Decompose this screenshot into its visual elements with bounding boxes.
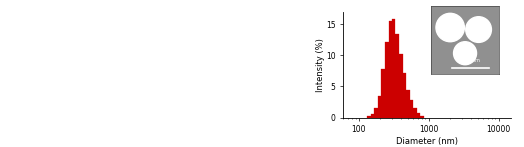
Bar (381, 69, 385, 118)
Bar (388, 21, 392, 118)
Bar (392, 19, 396, 118)
X-axis label: Diameter (nm): Diameter (nm) (396, 137, 458, 146)
Bar (402, 73, 406, 118)
Bar (399, 54, 402, 118)
Y-axis label: Intensity (%): Intensity (%) (315, 38, 324, 92)
Bar (378, 96, 381, 118)
Bar (410, 100, 413, 118)
Bar (396, 34, 399, 118)
Bar (385, 42, 388, 118)
Circle shape (436, 13, 464, 42)
Bar (420, 116, 423, 118)
Circle shape (454, 42, 476, 65)
Text: 500 nm: 500 nm (461, 58, 479, 63)
Bar (417, 113, 420, 118)
Bar (375, 108, 378, 118)
Bar (413, 108, 417, 118)
Bar (371, 115, 375, 118)
Bar (367, 116, 371, 118)
Circle shape (466, 17, 492, 42)
Bar (406, 90, 410, 118)
